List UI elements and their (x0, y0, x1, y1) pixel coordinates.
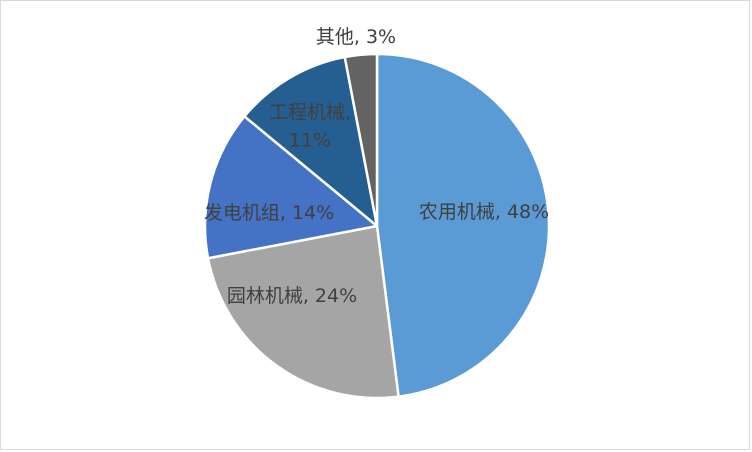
pie-slice-1[interactable] (206, 224, 400, 400)
pie-slice-4[interactable] (343, 52, 379, 228)
pie-slice-2[interactable] (203, 115, 379, 260)
pie-slice-3[interactable] (243, 55, 379, 228)
pie-slice-0[interactable] (375, 52, 551, 398)
